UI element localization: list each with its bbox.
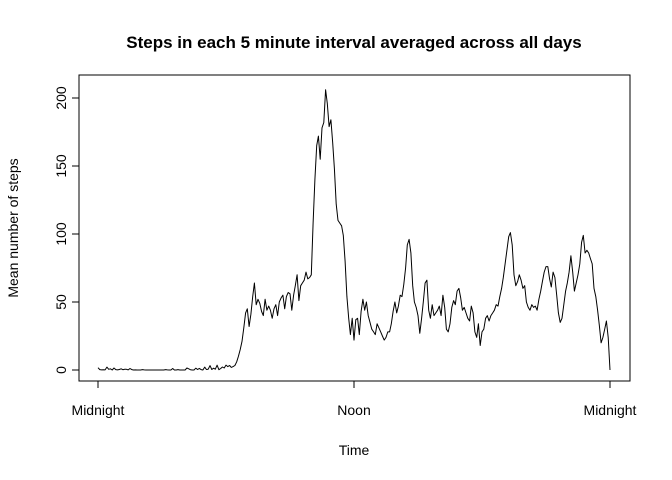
x-axis-label: Time [339, 442, 370, 458]
y-tick-label: 200 [53, 86, 69, 110]
x-tick-label: Midnight [72, 402, 125, 418]
y-tick-label: 100 [53, 222, 69, 246]
x-tick-label: Noon [337, 402, 370, 418]
y-tick-label: 150 [53, 154, 69, 178]
chart-title: Steps in each 5 minute interval averaged… [126, 33, 581, 52]
y-tick-label: 0 [53, 366, 69, 374]
y-axis: 0 50 100 150 200 [53, 86, 80, 374]
x-axis: Midnight Noon Midnight [72, 380, 637, 418]
y-tick-label: 50 [53, 294, 69, 310]
series-line [97, 89, 611, 371]
x-tick-label: Midnight [584, 402, 637, 418]
y-axis-label: Mean number of steps [5, 158, 21, 297]
